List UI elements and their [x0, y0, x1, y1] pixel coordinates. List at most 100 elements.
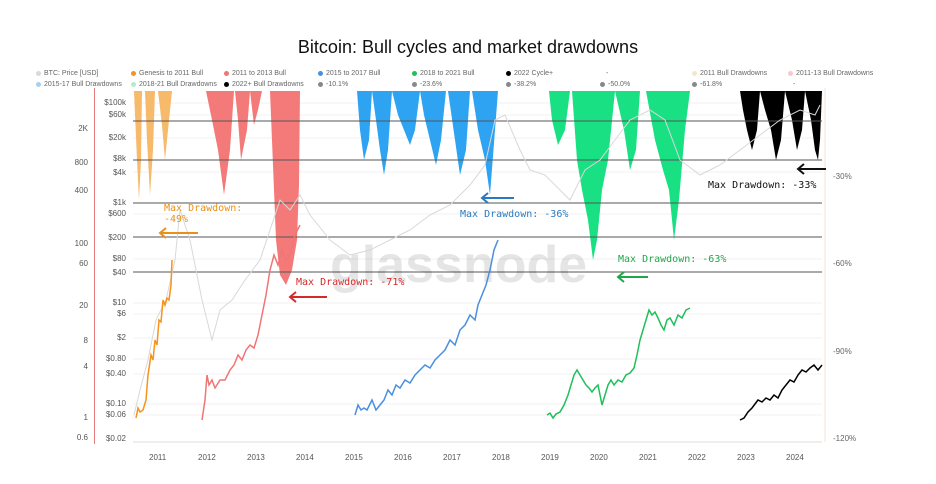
- legend-item-dash: -: [606, 70, 609, 77]
- x-tick: 2014: [296, 453, 314, 462]
- left-tick: 60: [79, 259, 88, 268]
- axis-divider: [94, 88, 95, 444]
- usd-tick: $1k: [113, 198, 126, 207]
- usd-tick: $10: [112, 298, 126, 307]
- annotation-2021: Max Drawdown: -63%: [618, 254, 727, 265]
- legend-dot-icon: [600, 82, 605, 87]
- drawdowns-2022: [740, 91, 822, 160]
- legend-dot-icon: [36, 71, 41, 76]
- usd-tick: $0.02: [105, 434, 126, 443]
- usd-tick: $200: [108, 233, 126, 242]
- legend-dot-icon: [506, 71, 511, 76]
- watermark: glassnode: [330, 236, 587, 294]
- legend-item-dash-2: -: [793, 81, 796, 88]
- drawdown-tick: -90%: [833, 347, 852, 356]
- genesis-bull-line: [135, 259, 173, 419]
- btc-price-line: [133, 104, 821, 416]
- legend-item-2011-13-drawdowns[interactable]: 2011-13 Bull Drawdowns: [788, 70, 873, 77]
- legend-item-btc-price[interactable]: BTC: Price [USD]: [36, 70, 98, 77]
- legend-dot-icon: [692, 71, 697, 76]
- drawdown-tick: -60%: [833, 259, 852, 268]
- usd-tick: $4k: [113, 168, 126, 177]
- usd-tick: $20k: [108, 133, 126, 142]
- arrow-2022-icon: [796, 163, 826, 175]
- left-tick: 400: [74, 186, 88, 195]
- legend-item-2022-cycle[interactable]: 2022 Cycle+: [506, 70, 553, 77]
- legend-item-fib-61[interactable]: -61.8%: [692, 81, 722, 88]
- left-tick: 100: [74, 239, 88, 248]
- arrow-2017-icon: [480, 192, 514, 204]
- left-tick: 800: [74, 158, 88, 167]
- annotation-2017: Max Drawdown: -36%: [460, 209, 569, 220]
- drawdowns-genesis: [134, 91, 172, 200]
- legend-dot-icon: [412, 82, 417, 87]
- usd-tick: $100k: [104, 98, 126, 107]
- x-tick: 2018: [492, 453, 510, 462]
- left-tick: 8: [83, 336, 88, 345]
- x-tick: 2016: [394, 453, 412, 462]
- legend-item-2011-drawdowns[interactable]: 2011 Bull Drawdowns: [692, 70, 767, 77]
- left-tick: 2K: [78, 124, 88, 133]
- legend-dot-icon: [318, 71, 323, 76]
- arrow-2013-icon: [288, 291, 327, 303]
- fib-lines: [133, 120, 822, 273]
- legend-item-2018-21-drawdowns[interactable]: 2018-21 Bull Drawdowns: [131, 81, 217, 88]
- usd-tick: $0.06: [105, 410, 126, 419]
- legend-item-fib-23[interactable]: -23.6%: [412, 81, 442, 88]
- left-tick: 0.6: [76, 433, 88, 442]
- chart-title: Bitcoin: Bull cycles and market drawdown…: [297, 37, 639, 57]
- legend-dot-icon: [224, 71, 229, 76]
- legend-item-2015-2017[interactable]: 2015 to 2017 Bull: [318, 70, 381, 77]
- usd-tick: $0.10: [105, 399, 126, 408]
- legend-item-2011-2013[interactable]: 2011 to 2013 Bull: [224, 70, 286, 77]
- usd-tick: $80: [112, 254, 126, 263]
- legend-item-fib-10[interactable]: -10.1%: [318, 81, 348, 88]
- arrow-2021-icon: [616, 271, 648, 283]
- legend-item-2022-drawdowns[interactable]: 2022+ Bull Drawdowns: [224, 81, 304, 88]
- x-tick: 2012: [198, 453, 216, 462]
- legend-dot-icon: [36, 82, 41, 87]
- legend-dot-icon: [224, 82, 229, 87]
- legend-dot-icon: [506, 82, 511, 87]
- legend-dot-icon: [788, 71, 793, 76]
- usd-tick: $0.80: [105, 354, 126, 363]
- bull-2011-2013-line: [201, 224, 301, 421]
- drawdowns-2015-2017: [357, 91, 498, 195]
- x-tick: 2017: [443, 453, 461, 462]
- usd-tick: $0.40: [105, 369, 126, 378]
- x-tick: 2013: [247, 453, 265, 462]
- legend-dot-icon: [412, 71, 417, 76]
- legend-dot-icon: [692, 82, 697, 87]
- bull-2015-2017-line: [354, 239, 499, 416]
- usd-tick: $600: [108, 209, 126, 218]
- usd-tick: $8k: [113, 154, 126, 163]
- legend-dot-icon: [318, 82, 323, 87]
- drawdown-tick: -30%: [833, 172, 852, 181]
- legend-item-genesis[interactable]: Genesis to 2011 Bull: [131, 70, 203, 77]
- legend-dot-icon: [131, 82, 136, 87]
- x-tick: 2019: [541, 453, 559, 462]
- usd-tick: $6: [117, 309, 126, 318]
- left-tick: 1: [83, 413, 88, 422]
- annotation-genesis: Max Drawdown: -49%: [164, 203, 243, 225]
- legend-item-fib-50[interactable]: -50.0%: [600, 81, 630, 88]
- drawdowns-2011-2013: [206, 91, 300, 285]
- x-tick: 2022: [688, 453, 706, 462]
- legend-item-2018-2021[interactable]: 2018 to 2021 Bull: [412, 70, 475, 77]
- cycle-2022-line: [739, 363, 823, 421]
- x-tick: 2021: [639, 453, 657, 462]
- x-tick: 2015: [345, 453, 363, 462]
- x-tick: 2023: [737, 453, 755, 462]
- drawdown-tick: -120%: [833, 434, 857, 443]
- annotation-2013: Max Drawdown: -71%: [296, 277, 405, 288]
- usd-tick: $60k: [108, 110, 126, 119]
- drawdowns-2018-2021: [549, 91, 690, 260]
- left-tick: 4: [83, 362, 88, 371]
- legend-item-2015-17-drawdowns[interactable]: 2015-17 Bull Drawdowns: [36, 81, 122, 88]
- x-tick: 2020: [590, 453, 608, 462]
- left-tick: 20: [79, 301, 88, 310]
- arrow-genesis-icon: [158, 227, 198, 239]
- x-tick: 2011: [149, 453, 167, 462]
- legend-item-fib-38[interactable]: -38.2%: [506, 81, 536, 88]
